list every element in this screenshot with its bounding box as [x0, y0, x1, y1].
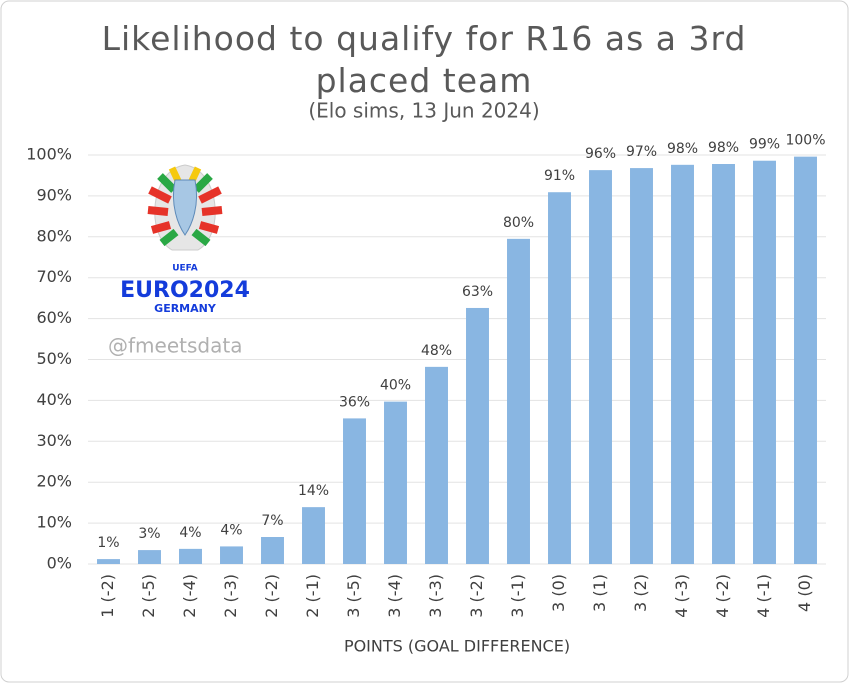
bar	[302, 507, 325, 564]
x-tick-label: 4 (0)	[795, 574, 814, 612]
y-tick-label: 0%	[47, 554, 72, 573]
y-tick-label: 10%	[36, 513, 72, 532]
y-tick-label: 60%	[36, 308, 72, 327]
bar	[97, 559, 120, 564]
y-tick-label: 80%	[36, 226, 72, 245]
value-label: 40%	[380, 378, 411, 394]
bar	[630, 168, 653, 564]
value-label: 99%	[749, 137, 780, 153]
chart-subtitle: (Elo sims, 13 Jun 2024)	[308, 99, 539, 123]
bar	[671, 164, 694, 565]
x-tick-label: 2 (-3)	[221, 574, 240, 618]
x-tick-label: 3 (-3)	[426, 574, 445, 618]
x-tick-label: 2 (-2)	[262, 574, 281, 618]
y-tick-label: 40%	[36, 390, 72, 409]
x-tick-label: 4 (-1)	[754, 574, 773, 618]
y-tick-label: 70%	[36, 267, 72, 286]
value-label: 98%	[667, 141, 698, 157]
logo-uefa: UEFA	[172, 264, 198, 274]
bar	[712, 163, 735, 565]
bar	[261, 537, 284, 564]
bar	[753, 160, 776, 564]
logo-euro: EURO2024	[120, 278, 250, 303]
x-axis-label: POINTS (GOAL DIFFERENCE)	[344, 637, 570, 656]
logo-germany: GERMANY	[154, 302, 217, 315]
x-tick-label: 3 (0)	[549, 574, 568, 612]
value-label: 3%	[138, 526, 160, 542]
value-label: 63%	[462, 284, 493, 300]
chart-title: Likelihood to qualify for R16 as a 3rd p…	[101, 19, 747, 100]
y-tick-label: 30%	[36, 431, 72, 450]
x-tick-label: 3 (2)	[631, 574, 650, 612]
x-tick-label: 3 (-4)	[385, 574, 404, 618]
x-tick-label: 3 (-2)	[467, 574, 486, 618]
value-label: 7%	[261, 513, 283, 529]
y-tick-label: 50%	[36, 349, 72, 368]
bar	[425, 366, 448, 564]
bar	[220, 546, 243, 564]
x-tick-label: 3 (-1)	[508, 574, 527, 618]
bar	[179, 548, 202, 564]
value-label: 14%	[298, 483, 329, 499]
logo: UEFA EURO2024 GERMANY	[120, 164, 250, 315]
bar	[507, 238, 530, 564]
y-tick-label: 90%	[36, 185, 72, 204]
bar	[794, 156, 817, 565]
value-label: 80%	[503, 215, 534, 231]
value-label: 4%	[179, 525, 201, 541]
bar	[138, 550, 161, 564]
x-tick-label: 2 (-4)	[180, 574, 199, 618]
bar	[466, 307, 489, 564]
x-tick-label: 2 (-5)	[139, 574, 158, 618]
value-label: 97%	[626, 144, 657, 160]
value-label: 48%	[421, 343, 452, 359]
y-tick-label: 20%	[36, 472, 72, 491]
value-label: 96%	[585, 146, 616, 162]
value-label: 1%	[97, 535, 119, 551]
x-tick-label: 4 (-3)	[672, 574, 691, 618]
value-label: 100%	[785, 133, 825, 149]
value-label: 91%	[544, 168, 575, 184]
bar	[589, 170, 612, 564]
x-tick-label: 1 (-2)	[98, 574, 117, 618]
x-tick-label: 2 (-1)	[303, 574, 322, 618]
x-tick-label: 3 (1)	[590, 574, 609, 612]
bar	[343, 418, 366, 564]
y-tick-label: 100%	[26, 145, 72, 164]
x-tick-label: 4 (-2)	[713, 574, 732, 618]
value-label: 36%	[339, 394, 370, 410]
bar	[384, 401, 407, 564]
watermark: @fmeetsdata	[108, 334, 242, 358]
value-label: 4%	[220, 522, 242, 538]
value-label: 98%	[708, 140, 739, 156]
bar	[548, 192, 571, 564]
x-tick-label: 3 (-5)	[344, 574, 363, 618]
